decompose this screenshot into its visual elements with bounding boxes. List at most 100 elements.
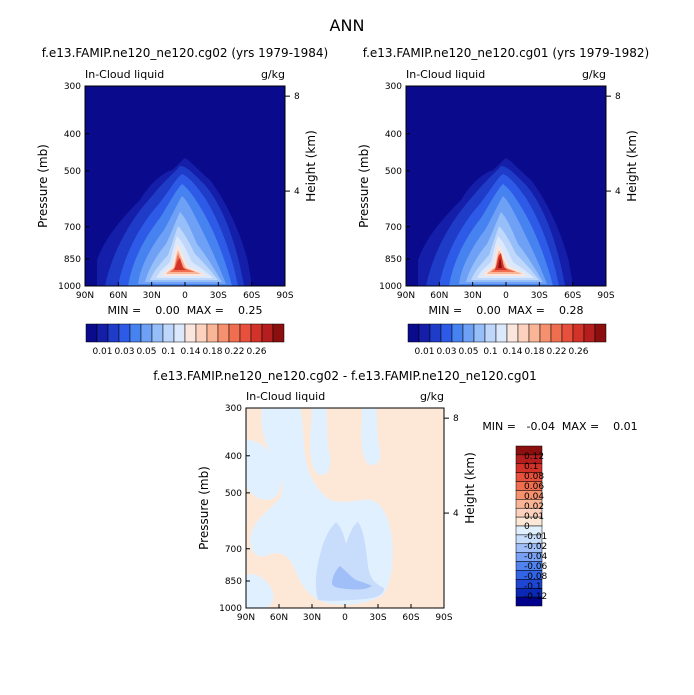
colorbar-swatch [217, 323, 230, 343]
x-tick-label: 30N [143, 291, 161, 301]
contour-negative-01-e [246, 574, 274, 608]
contour-negative-01-a [246, 440, 281, 500]
contour-field [85, 86, 285, 286]
colorbar-label: 0.03 [436, 347, 456, 357]
colorbar-swatch [550, 323, 563, 343]
colorbar-swatch [140, 323, 153, 343]
y-axis-right-label: Height (km) [625, 130, 639, 201]
colorbar-swatch [462, 323, 475, 343]
panel-title: f.e13.FAMIP.ne120_ne120.cg01 (yrs 1979-1… [363, 46, 650, 60]
colorbar-swatch [129, 323, 142, 343]
colorbar-label: 0.1 [161, 347, 175, 357]
x-tick-label: 30N [464, 291, 482, 301]
colorbar-label: 0.04 [524, 492, 544, 502]
colorbar-swatch [484, 323, 497, 343]
x-tick-label: 90N [397, 291, 415, 301]
y-tick-label: 500 [225, 489, 242, 499]
colorbar-label: 0.18 [202, 347, 222, 357]
colorbar-label: -0.02 [524, 542, 547, 552]
colorbar-swatch [583, 323, 596, 343]
x-tick-label: 30N [303, 613, 321, 623]
height-tick-label: 8 [615, 92, 621, 102]
colorbar-swatch [118, 323, 131, 343]
colorbar-swatch [151, 323, 164, 343]
colorbar-swatch [107, 323, 120, 343]
colorbar-swatch [440, 323, 453, 343]
min-max-readout: MIN = -0.04 MAX = 0.01 [482, 420, 637, 433]
height-tick-label: 4 [453, 509, 459, 519]
y-tick-label: 500 [385, 167, 402, 177]
colorbar-swatch [594, 323, 607, 343]
x-tick-label: 90S [597, 291, 614, 301]
panel-cg02: f.e13.FAMIP.ne120_ne120.cg02 (yrs 1979-1… [36, 46, 328, 357]
colorbar-label: 0.02 [524, 502, 544, 512]
colorbar-swatch [195, 323, 208, 343]
x-tick-label: 60S [402, 613, 419, 623]
x-tick-label: 60S [564, 291, 581, 301]
colorbar-swatch [85, 323, 98, 343]
contour-negative-01-d [361, 408, 381, 466]
y-tick-label: 400 [64, 130, 81, 140]
colorbar-label: 0.08 [524, 472, 544, 482]
contour-field [246, 408, 444, 608]
colorbar-label: 0.26 [246, 347, 266, 357]
y-axis-label: Pressure (mb) [357, 144, 371, 228]
y-tick-label: 700 [64, 223, 81, 233]
x-tick-label: 60N [270, 613, 288, 623]
y-tick-label: 1000 [219, 604, 242, 614]
colorbar-swatch [173, 323, 186, 343]
contour-level-15 [495, 253, 508, 270]
colorbar-label: 0.01 [414, 347, 434, 357]
colorbar-swatch [517, 323, 530, 343]
colorbar-swatch [451, 323, 464, 343]
colorbar-swatch [239, 323, 252, 343]
x-tick-label: 90S [276, 291, 293, 301]
colorbar-label: 0.18 [524, 347, 544, 357]
x-tick-label: 90S [435, 613, 452, 623]
colorbar-label: -0.06 [524, 562, 548, 572]
height-tick-label: 4 [615, 187, 621, 197]
height-tick-label: 8 [294, 92, 300, 102]
colorbar-swatch [539, 323, 552, 343]
contour-level-15 [174, 258, 187, 270]
y-axis-label: Pressure (mb) [36, 144, 50, 228]
colorbar-swatch [528, 323, 541, 343]
colorbar-label: 0 [524, 522, 530, 532]
field-label: In-Cloud liquid [246, 390, 325, 403]
colorbar-label: 0.14 [180, 347, 200, 357]
panel-difference: f.e13.FAMIP.ne120_ne120.cg02 - f.e13.FAM… [153, 369, 637, 623]
colorbar-label: 0.14 [502, 347, 522, 357]
colorbar-label: 0.05 [458, 347, 478, 357]
colorbar-label: -0.04 [524, 552, 548, 562]
colorbar-label: -0.01 [524, 532, 547, 542]
y-tick-label: 1000 [379, 282, 402, 292]
colorbar-label: 0.01 [524, 512, 544, 522]
unit-label: g/kg [582, 68, 606, 81]
colorbar-label: 0.06 [524, 482, 544, 492]
colorbar-swatch [272, 323, 285, 343]
colorbar-label: 0.22 [546, 347, 566, 357]
colorbar-label: 0.12 [524, 452, 544, 462]
colorbar-label: 0.26 [568, 347, 588, 357]
x-tick-label: 0 [503, 291, 509, 301]
colorbar-label: 0.1 [483, 347, 497, 357]
x-tick-label: 0 [182, 291, 188, 301]
height-tick-label: 4 [294, 187, 300, 197]
height-tick-label: 8 [453, 414, 459, 424]
y-tick-label: 300 [225, 404, 242, 414]
y-tick-label: 850 [225, 577, 242, 587]
figure-title: ANN [330, 16, 365, 35]
y-tick-label: 300 [64, 82, 81, 92]
colorbar-label: 0.1 [524, 462, 538, 472]
colorbar-swatch [561, 323, 574, 343]
colorbar-swatch [96, 323, 109, 343]
colorbar-swatch [495, 323, 508, 343]
y-axis-right-label: Height (km) [304, 130, 318, 201]
min-max-readout: MIN = 0.00 MAX = 0.25 [108, 304, 263, 317]
y-tick-label: 400 [225, 452, 242, 462]
colorbar-label: -0.1 [524, 582, 542, 592]
field-label: In-Cloud liquid [406, 68, 485, 81]
colorbar-swatch [206, 323, 219, 343]
